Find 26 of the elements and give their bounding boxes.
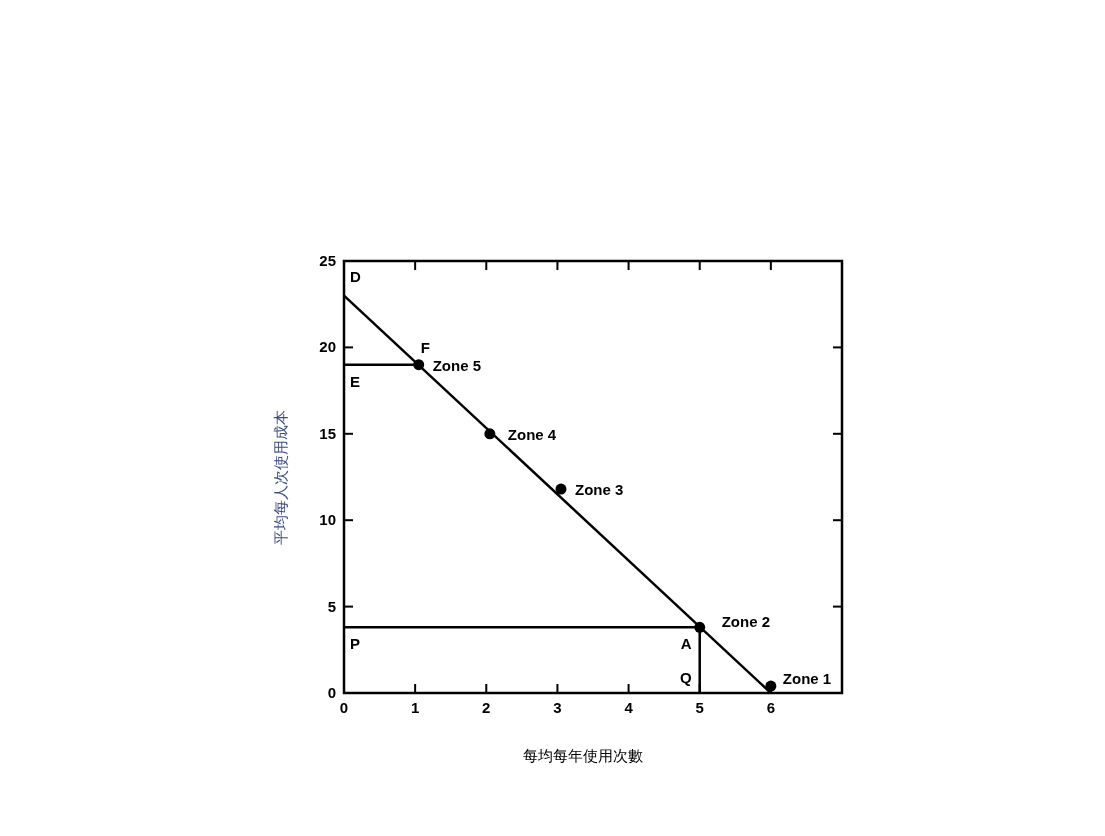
annotation: D: [350, 267, 361, 285]
annotation: Q: [680, 669, 693, 686]
x-tick-label: 0: [339, 699, 349, 716]
x-tick-label: 4: [624, 699, 634, 716]
y-tick-label: 25: [319, 252, 336, 269]
annotation: F: [420, 338, 430, 356]
y-tick-label: 5: [327, 597, 336, 615]
x-tick-label: 5: [695, 699, 704, 716]
annotation: P: [350, 635, 361, 653]
annotation: Zone 2: [721, 613, 771, 631]
annotation: Zone 4: [507, 425, 557, 443]
x-tick-label: 1: [410, 699, 420, 716]
annotation: Zone 3: [574, 481, 624, 499]
y-tick-label: 15: [319, 424, 336, 442]
annotation: E: [350, 372, 361, 390]
x-axis-title: 每均每年使用次數: [523, 747, 643, 765]
y-tick-label: 20: [319, 338, 336, 356]
annotation: Zone 5: [432, 356, 482, 374]
x-tick-label: 2: [482, 699, 491, 716]
x-tick-label: 6: [766, 699, 776, 716]
y-tick-label: 0: [327, 684, 336, 701]
x-tick-label: 3: [553, 699, 562, 716]
annotation: Zone 1: [782, 670, 832, 688]
y-tick-label: 10: [319, 511, 336, 529]
annotation: A: [680, 635, 692, 653]
y-axis-title: 平均每人次使用成本: [272, 409, 290, 545]
